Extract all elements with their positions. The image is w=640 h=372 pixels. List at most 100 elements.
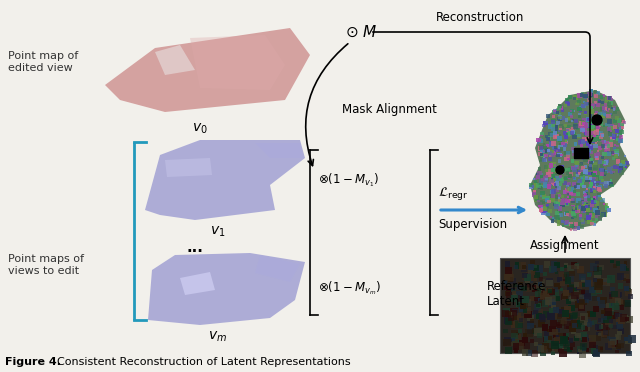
Bar bbox=[577, 211, 579, 214]
Bar bbox=[604, 144, 607, 148]
Bar bbox=[606, 114, 611, 118]
Bar bbox=[515, 262, 521, 269]
Bar bbox=[538, 282, 542, 286]
Bar bbox=[558, 139, 562, 142]
Bar bbox=[575, 206, 579, 209]
Polygon shape bbox=[190, 35, 285, 90]
Bar bbox=[597, 150, 599, 152]
Bar bbox=[599, 326, 603, 329]
Bar bbox=[524, 307, 531, 314]
Bar bbox=[554, 145, 557, 148]
Bar bbox=[620, 314, 627, 322]
Bar bbox=[596, 91, 598, 93]
Bar bbox=[596, 153, 600, 157]
Bar bbox=[539, 300, 545, 306]
Bar bbox=[579, 321, 584, 327]
Bar bbox=[543, 262, 550, 268]
Bar bbox=[618, 343, 624, 349]
Bar bbox=[584, 153, 588, 157]
Bar bbox=[545, 122, 548, 125]
Bar bbox=[510, 292, 516, 298]
Bar bbox=[565, 199, 570, 203]
Bar bbox=[540, 149, 545, 153]
Bar bbox=[596, 91, 600, 95]
Bar bbox=[548, 330, 552, 335]
Bar bbox=[545, 336, 548, 340]
Bar bbox=[572, 207, 577, 212]
Text: $\otimes(1 - M_{v_m})$: $\otimes(1 - M_{v_m})$ bbox=[318, 279, 381, 297]
Bar bbox=[537, 288, 541, 292]
Bar bbox=[575, 208, 580, 213]
Bar bbox=[602, 203, 605, 205]
Bar bbox=[524, 299, 531, 306]
Bar bbox=[534, 198, 537, 202]
Bar bbox=[564, 187, 569, 192]
Bar bbox=[551, 179, 553, 181]
Bar bbox=[554, 183, 556, 186]
Bar bbox=[627, 288, 631, 292]
Bar bbox=[610, 298, 616, 304]
Bar bbox=[577, 300, 580, 304]
Bar bbox=[545, 288, 550, 293]
Bar bbox=[608, 105, 612, 109]
Bar bbox=[561, 308, 565, 311]
Bar bbox=[543, 181, 547, 184]
Bar bbox=[543, 291, 550, 298]
Bar bbox=[554, 110, 556, 112]
Bar bbox=[540, 187, 543, 190]
Bar bbox=[560, 336, 568, 344]
Bar bbox=[541, 154, 545, 158]
Bar bbox=[556, 150, 558, 152]
Bar bbox=[600, 347, 604, 350]
Bar bbox=[545, 198, 548, 202]
Bar bbox=[586, 212, 590, 217]
Bar bbox=[575, 103, 577, 105]
Bar bbox=[541, 154, 544, 157]
Bar bbox=[558, 209, 562, 213]
Bar bbox=[510, 308, 518, 317]
Bar bbox=[562, 198, 567, 203]
Bar bbox=[572, 147, 575, 151]
Bar bbox=[541, 210, 547, 215]
Bar bbox=[618, 328, 624, 334]
Bar bbox=[566, 213, 569, 216]
Bar bbox=[595, 210, 600, 215]
Bar bbox=[611, 113, 613, 116]
Bar bbox=[591, 137, 595, 142]
Bar bbox=[534, 272, 540, 278]
Bar bbox=[586, 206, 590, 210]
Bar bbox=[580, 120, 584, 125]
Bar bbox=[573, 208, 577, 211]
Bar bbox=[573, 190, 577, 193]
Bar bbox=[595, 184, 598, 187]
Bar bbox=[551, 189, 556, 194]
Bar bbox=[563, 181, 568, 185]
Bar bbox=[589, 213, 593, 217]
Bar bbox=[575, 126, 578, 128]
Bar bbox=[620, 123, 624, 126]
Bar bbox=[579, 304, 584, 309]
Bar bbox=[572, 119, 574, 121]
Bar bbox=[598, 197, 602, 200]
Bar bbox=[611, 291, 618, 297]
Polygon shape bbox=[255, 255, 300, 282]
Bar bbox=[559, 272, 566, 279]
Bar bbox=[503, 342, 507, 346]
Bar bbox=[610, 135, 614, 140]
Bar bbox=[563, 274, 570, 282]
Bar bbox=[566, 196, 570, 199]
Bar bbox=[522, 265, 525, 269]
Bar bbox=[620, 264, 627, 271]
Bar bbox=[618, 138, 623, 143]
Polygon shape bbox=[105, 28, 310, 112]
Bar bbox=[559, 288, 563, 291]
Bar bbox=[573, 132, 576, 135]
Bar bbox=[604, 318, 607, 321]
Bar bbox=[556, 335, 559, 339]
Bar bbox=[598, 216, 602, 221]
Bar bbox=[575, 324, 581, 329]
Bar bbox=[607, 102, 611, 106]
Bar bbox=[577, 226, 580, 230]
Bar bbox=[559, 177, 563, 181]
Bar bbox=[595, 131, 599, 136]
